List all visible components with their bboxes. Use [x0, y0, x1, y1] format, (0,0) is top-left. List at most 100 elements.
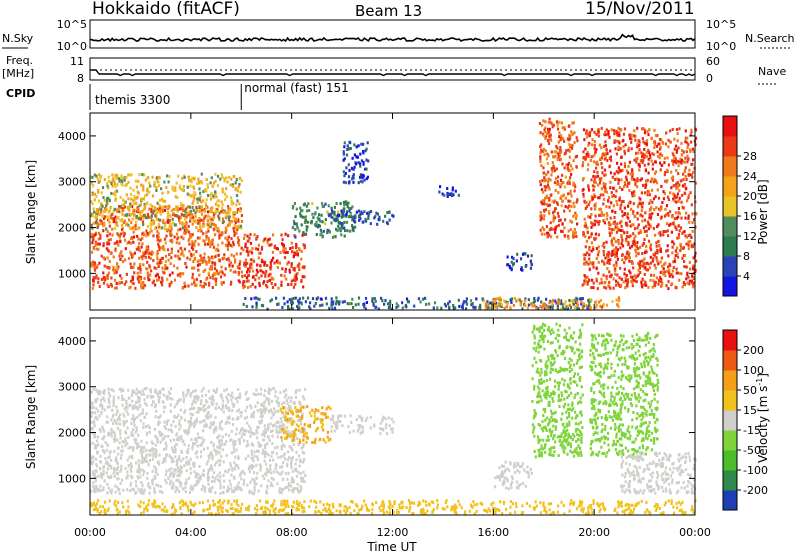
scatter-cell	[568, 155, 571, 159]
scatter-cell	[543, 202, 546, 206]
scatter-cell	[128, 208, 131, 212]
scatter-cell	[669, 222, 672, 226]
scatter-cell	[594, 150, 597, 154]
scatter-cell	[117, 207, 120, 211]
scatter-cell	[636, 157, 639, 161]
scatter-cell	[250, 430, 253, 434]
scatter-cell	[108, 242, 111, 246]
scatter-cell	[566, 304, 569, 308]
scatter-cell	[569, 219, 572, 223]
scatter-cell	[616, 257, 619, 261]
scatter-cell	[269, 299, 272, 303]
scatter-cell	[554, 207, 557, 211]
scatter-cell	[116, 465, 120, 469]
scatter-cell	[650, 137, 653, 140]
scatter-cell	[550, 167, 553, 171]
scatter-cell	[212, 223, 216, 226]
scatter-cell	[199, 191, 202, 195]
scatter-cell	[495, 304, 498, 308]
scatter-cell	[654, 195, 657, 199]
scatter-cell	[174, 450, 177, 454]
scatter-cell	[672, 163, 675, 166]
scatter-cell	[343, 220, 346, 224]
scatter-cell	[553, 227, 556, 231]
scatter-cell	[261, 414, 264, 418]
scatter-cell	[182, 204, 185, 207]
scatter-cell	[194, 396, 197, 400]
scatter-cell	[142, 392, 145, 396]
scatter-cell	[343, 226, 346, 230]
scatter-cell	[315, 224, 318, 228]
scatter-cell	[95, 388, 98, 392]
scatter-cell	[568, 161, 571, 165]
scatter-cell	[112, 265, 115, 269]
scatter-cell	[676, 159, 679, 163]
scatter-cell	[581, 306, 584, 310]
scatter-cell	[303, 244, 306, 248]
scatter-cell	[683, 254, 687, 257]
scatter-cell	[236, 265, 239, 269]
scatter-cell	[584, 275, 587, 279]
scatter-cell	[229, 208, 232, 212]
scatter-cell	[230, 486, 233, 490]
scatter-cell	[640, 177, 643, 181]
scatter-cell	[216, 247, 219, 251]
scatter-cell	[610, 273, 613, 277]
scatter-cell	[96, 222, 99, 225]
scatter-cell	[563, 234, 567, 238]
scatter-cell	[397, 304, 400, 308]
scatter-cell	[262, 448, 265, 452]
scatter-cell	[576, 198, 579, 202]
scatter-cell	[139, 282, 142, 286]
scatter-cell	[659, 275, 662, 279]
scatter-cell	[691, 221, 694, 224]
scatter-cell	[690, 173, 693, 177]
scatter-cell	[376, 222, 379, 226]
scatter-cell	[204, 214, 207, 218]
scatter-cell	[588, 306, 591, 310]
scatter-cell	[133, 197, 136, 201]
scatter-cell	[551, 304, 554, 308]
scatter-cell	[249, 427, 252, 431]
scatter-cell	[685, 265, 688, 269]
scatter-cell	[656, 225, 659, 229]
scatter-cell	[176, 474, 179, 477]
scatter-cell	[258, 297, 261, 301]
scatter-cell	[102, 256, 105, 260]
scatter-cell	[135, 446, 138, 450]
scatter-cell	[250, 490, 253, 494]
scatter-cell	[186, 185, 189, 189]
scatter-cell	[607, 196, 611, 200]
scatter-cell	[172, 188, 175, 192]
scatter-cell	[224, 216, 227, 220]
scatter-cell	[616, 133, 620, 137]
scatter-cell	[139, 217, 142, 221]
scatter-cell	[654, 134, 658, 138]
scatter-cell	[261, 410, 264, 414]
scatter-cell	[565, 149, 568, 153]
scatter-cell	[292, 296, 295, 300]
scatter-cell	[602, 253, 605, 257]
scatter-cell	[109, 251, 112, 255]
scatter-cell	[249, 480, 252, 484]
scatter-cell	[160, 187, 163, 191]
scatter-cell	[258, 463, 261, 467]
scatter-cell	[126, 474, 129, 478]
scatter-cell	[573, 227, 576, 231]
scatter-cell	[590, 178, 593, 182]
scatter-cell	[146, 225, 150, 228]
scatter-cell	[493, 305, 496, 308]
scatter-cell	[612, 253, 615, 256]
scatter-cell	[142, 460, 145, 464]
scatter-cell	[157, 242, 160, 246]
scatter-cell	[564, 205, 567, 209]
scatter-cell	[611, 209, 614, 213]
scatter-cell	[130, 430, 133, 434]
scatter-cell	[303, 246, 306, 250]
scatter-cell	[569, 228, 572, 232]
scatter-cell	[590, 225, 593, 229]
scatter-cell	[303, 428, 306, 432]
scatter-cell	[167, 419, 170, 423]
scatter-cell	[166, 277, 169, 281]
scatter-cell	[401, 306, 404, 310]
